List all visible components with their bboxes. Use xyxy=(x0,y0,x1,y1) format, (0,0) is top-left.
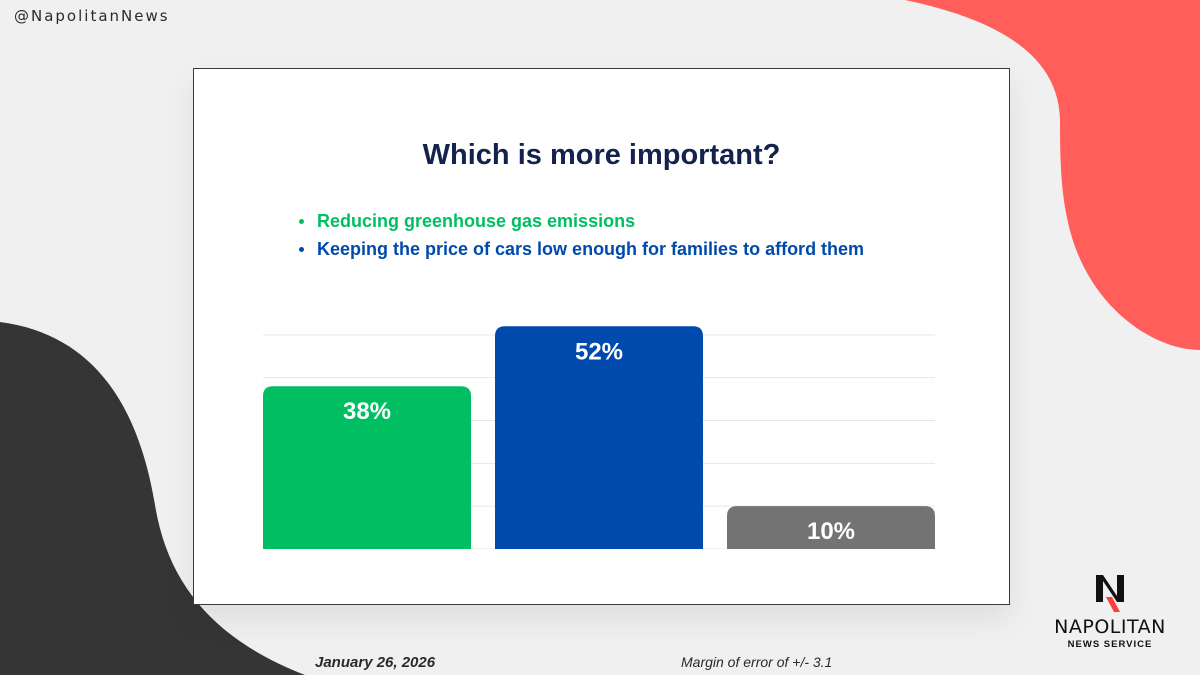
logo-name: NAPOLITAN xyxy=(1054,616,1166,638)
poll-date: January 26, 2026 xyxy=(315,654,436,671)
bar-plot: 38% 52% 10% xyxy=(263,326,935,549)
margin-of-error: Margin of error of +/- 3.1 xyxy=(681,654,833,670)
charcoal-shape xyxy=(0,322,305,675)
logo-n-icon xyxy=(1096,575,1124,612)
bar-2 xyxy=(727,506,935,549)
chart-title: Which is more important? xyxy=(422,139,781,171)
legend-bullet-icon xyxy=(299,246,304,252)
social-handle: @NapolitanNews xyxy=(14,7,170,25)
legend-bullet-icon xyxy=(299,218,304,224)
legend-item-emissions: Reducing greenhouse gas emissions xyxy=(299,207,864,235)
chart-legend: Reducing greenhouse gas emissions Keepin… xyxy=(299,207,864,263)
bar-value-label-2: 10% xyxy=(807,518,855,545)
legend-label-emissions: Reducing greenhouse gas emissions xyxy=(317,210,636,231)
bar-0 xyxy=(263,386,471,549)
legend-item-car-price: Keeping the price of cars low enough for… xyxy=(299,235,864,263)
coral-shape xyxy=(905,0,1200,350)
logo-subtitle: NEWS SERVICE xyxy=(1067,639,1153,650)
legend-label-car-price: Keeping the price of cars low enough for… xyxy=(317,238,865,259)
napolitan-logo: NAPOLITAN NEWS SERVICE xyxy=(1040,572,1180,650)
bar-1 xyxy=(495,326,703,549)
bar-value-label-0: 38% xyxy=(343,398,391,425)
bar-value-label-1: 52% xyxy=(575,338,623,365)
